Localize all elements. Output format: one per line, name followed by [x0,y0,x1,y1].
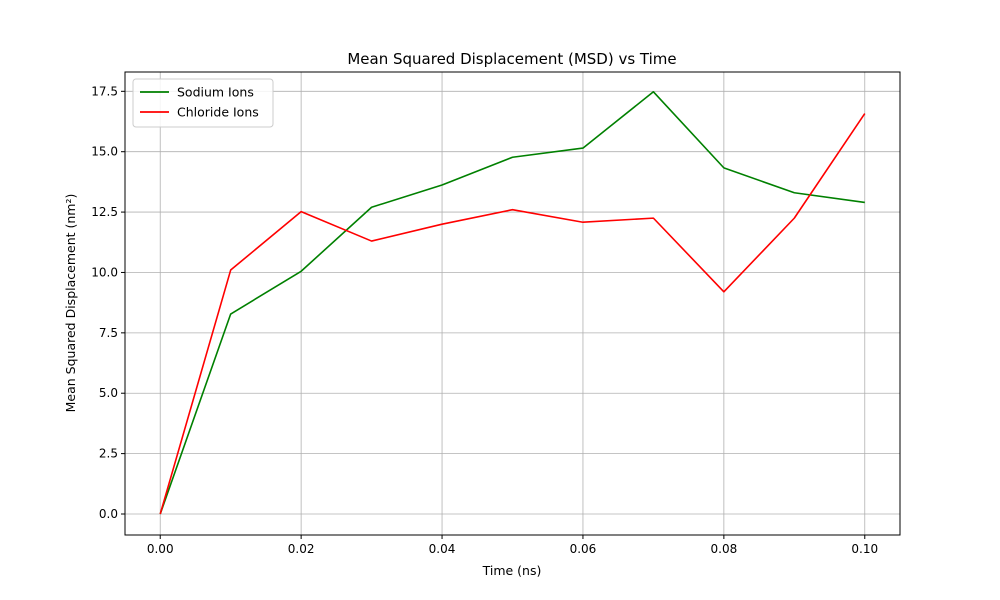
legend: Sodium Ions Chloride Ions [132,78,274,128]
y-axis-ticks: 0.0 2.5 5.0 7.5 10.0 12.5 15.0 17.5 [91,84,125,521]
legend-box [132,78,274,128]
grid-lines [125,72,900,535]
legend-label: Chloride Ions [177,105,259,120]
plot-area-frame [124,71,901,536]
y-tick-label: 10.0 [91,265,118,279]
x-tick-label: 0.10 [851,542,878,556]
x-tick-label: 0.06 [570,542,597,556]
series-layer [159,91,866,515]
x-tick-label: 0.00 [147,542,174,556]
x-axis-ticks: 0.00 0.02 0.04 0.06 0.08 0.10 [147,535,878,556]
y-tick-label: 7.5 [99,326,118,340]
x-axis-label: Time (ns) [482,563,542,578]
y-tick-label: 2.5 [99,447,118,461]
x-tick-label: 0.08 [711,542,738,556]
y-tick-label: 5.0 [99,386,118,400]
series-line-chloride [159,113,866,515]
y-tick-label: 15.0 [91,145,118,159]
y-axis-label: Mean Squared Displacement (nm²) [63,194,78,413]
y-tick-label: 17.5 [91,84,118,98]
y-tick-label: 12.5 [91,205,118,219]
x-tick-label: 0.02 [288,542,315,556]
series-line-sodium [159,91,865,515]
y-tick-label: 0.0 [99,507,118,521]
legend-label: Sodium Ions [177,85,254,100]
chart-title: Mean Squared Displacement (MSD) vs Time [347,50,676,68]
x-tick-label: 0.04 [429,542,456,556]
